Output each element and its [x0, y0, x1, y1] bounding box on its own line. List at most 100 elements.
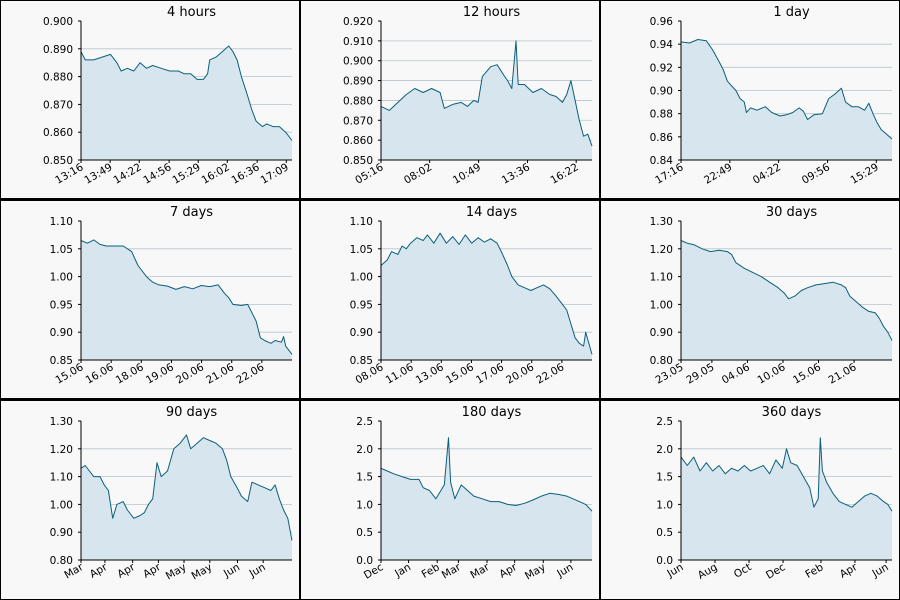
x-tick-label: Jun — [870, 561, 891, 580]
series-area — [381, 437, 592, 560]
x-tick-label: 17:09 — [259, 161, 291, 187]
y-tick-label: 0.850 — [343, 155, 373, 167]
chart-svg: 7 days0.850.900.951.001.051.1015.0616.06… — [50, 205, 293, 387]
series-area — [81, 239, 292, 360]
series-line — [80, 45, 293, 141]
y-tick-label: 2.5 — [656, 416, 673, 428]
x-tick-label: 16:22 — [548, 161, 580, 187]
y-tick-label: 0.94 — [650, 39, 674, 51]
x-tick-label: 04:22 — [751, 161, 783, 187]
x-tick-label: May — [164, 561, 189, 582]
chart-svg: 30 days0.800.901.001.101.201.3023.0529.0… — [650, 205, 893, 387]
y-tick-label: 0.0 — [656, 555, 673, 567]
y-tick-label: 0.920 — [343, 16, 373, 28]
x-tick-label: 14:56 — [141, 161, 173, 187]
y-tick-label: 0.880 — [343, 95, 373, 107]
y-tick-label: 1.00 — [650, 299, 673, 311]
y-tick-label: 0.86 — [650, 132, 674, 144]
x-tick-label: 29.05 — [684, 361, 716, 386]
y-tick-label: 1.05 — [50, 244, 73, 256]
y-tick-label: 1.10 — [650, 272, 673, 284]
y-tick-label: 0.90 — [650, 327, 673, 339]
series-line — [380, 232, 593, 355]
y-tick-label: 1.10 — [50, 472, 73, 484]
x-tick-label: 21.06 — [204, 361, 236, 387]
y-tick-label: 0.95 — [50, 299, 73, 311]
y-tick-label: 0.860 — [43, 127, 73, 139]
chart-title: 90 days — [166, 405, 218, 420]
chart-title: 12 hours — [463, 5, 520, 20]
chart-panel-9: 360 days 0.0 0.5 1.0 1.5 2.0 2.5 Jun Aug Oct Dec Fe… — [601, 401, 899, 599]
y-tick-label: 0.880 — [43, 72, 73, 84]
series-area — [681, 240, 892, 360]
y-tick-label: 0.90 — [350, 327, 373, 339]
series-area — [381, 233, 592, 360]
y-tick-label: 0.90 — [50, 527, 73, 539]
series-line — [80, 434, 293, 541]
y-tick-label: 0.84 — [650, 155, 674, 167]
chart-svg: 4 hours 0.850 0.860 0.870 0.880 0.890 0.900 13:… — [43, 5, 293, 187]
y-tick-label: 0.85 — [350, 355, 373, 367]
x-tick-label: Apr — [838, 561, 860, 581]
x-tick-label: 18.06 — [114, 361, 146, 387]
y-tick-label: 1.00 — [50, 272, 73, 284]
y-tick-label: 1.20 — [50, 444, 73, 456]
x-tick-label: 15.06 — [444, 361, 476, 387]
series-area — [681, 39, 892, 160]
chart-svg: 14 days0.850.900.951.001.051.1008.0611.0… — [350, 205, 593, 387]
series-area — [81, 434, 292, 560]
x-tick-label: 22:49 — [702, 161, 734, 187]
x-tick-label: 17.06 — [474, 361, 506, 387]
x-tick-label: May — [523, 561, 548, 582]
y-tick-label: 2.5 — [356, 416, 373, 428]
chart-panel-8: 180 days 0.0 0.5 1.0 1.5 2.0 2.5 Dec Jan Feb Mar Ma… — [301, 401, 599, 599]
y-tick-label: 0.850 — [43, 155, 73, 167]
chart-panel-2: 12 hours 0.850 0.860 0.870 0.880 0.890 0.900 0.… — [301, 1, 599, 198]
x-tick-label: 13:36 — [500, 161, 532, 187]
y-tick-label: 1.30 — [650, 216, 673, 228]
y-tick-label: 0.0 — [356, 555, 373, 567]
chart-title: 180 days — [462, 405, 522, 420]
x-tick-label: 11.06 — [384, 361, 416, 387]
x-tick-label: Apr — [115, 561, 137, 581]
x-tick-label: Apr — [141, 561, 163, 581]
x-tick-label: 21.06 — [827, 361, 859, 387]
x-tick-label: 15:29 — [170, 161, 202, 187]
y-tick-label: 0.890 — [43, 44, 73, 56]
x-tick-label: 10:49 — [451, 161, 483, 187]
x-tick-label: 13.06 — [414, 361, 446, 387]
series-line — [680, 240, 893, 341]
chart-panel-3: 1 day 0.84 0.86 0.88 0.90 0.92 0.94 0.96 17:16 22… — [601, 1, 899, 198]
x-tick-label: 09:56 — [800, 161, 832, 187]
chart-title: 4 hours — [167, 5, 216, 20]
y-tick-label: 0.88 — [650, 109, 673, 121]
y-tick-label: 0.870 — [343, 115, 373, 127]
chart-panel-4: 7 days 0.85 0.90 0.95 1.00 1.05 1.10 15.06 16.06… — [1, 201, 299, 398]
x-tick-label: Jan — [392, 561, 413, 580]
y-tick-label: 1.5 — [356, 472, 373, 484]
y-tick-label: 1.0 — [356, 499, 373, 511]
chart-svg: 360 days 0.0 0.5 1.0 1.5 2.0 2.5 Jun Aug Oct Dec Fe… — [656, 405, 893, 582]
series-line — [680, 437, 893, 512]
x-tick-label: 15.06 — [791, 361, 823, 387]
x-tick-label: 22.06 — [534, 361, 566, 387]
y-tick-label: 0.96 — [650, 16, 674, 28]
chart-title: 360 days — [762, 405, 822, 420]
x-tick-label: 22.06 — [234, 361, 266, 387]
chart-svg: 12 hours 0.850 0.860 0.870 0.880 0.890 0.900 0.… — [343, 5, 593, 187]
chart-panel-1: 4 hours 0.850 0.860 0.870 0.880 0.890 0.900 13:… — [1, 1, 299, 198]
x-tick-label: 16:02 — [200, 161, 232, 187]
y-tick-label: 1.10 — [350, 216, 373, 228]
y-tick-label: 0.870 — [43, 99, 73, 111]
chart-title: 1 day — [773, 5, 810, 20]
y-tick-label: 1.00 — [50, 499, 73, 511]
y-tick-label: 0.860 — [343, 135, 373, 147]
y-tick-label: 0.95 — [350, 299, 373, 311]
y-tick-label: 0.5 — [356, 527, 373, 539]
chart-title: 14 days — [466, 205, 518, 220]
chart-title: 7 days — [170, 205, 213, 220]
series-line — [80, 239, 293, 355]
